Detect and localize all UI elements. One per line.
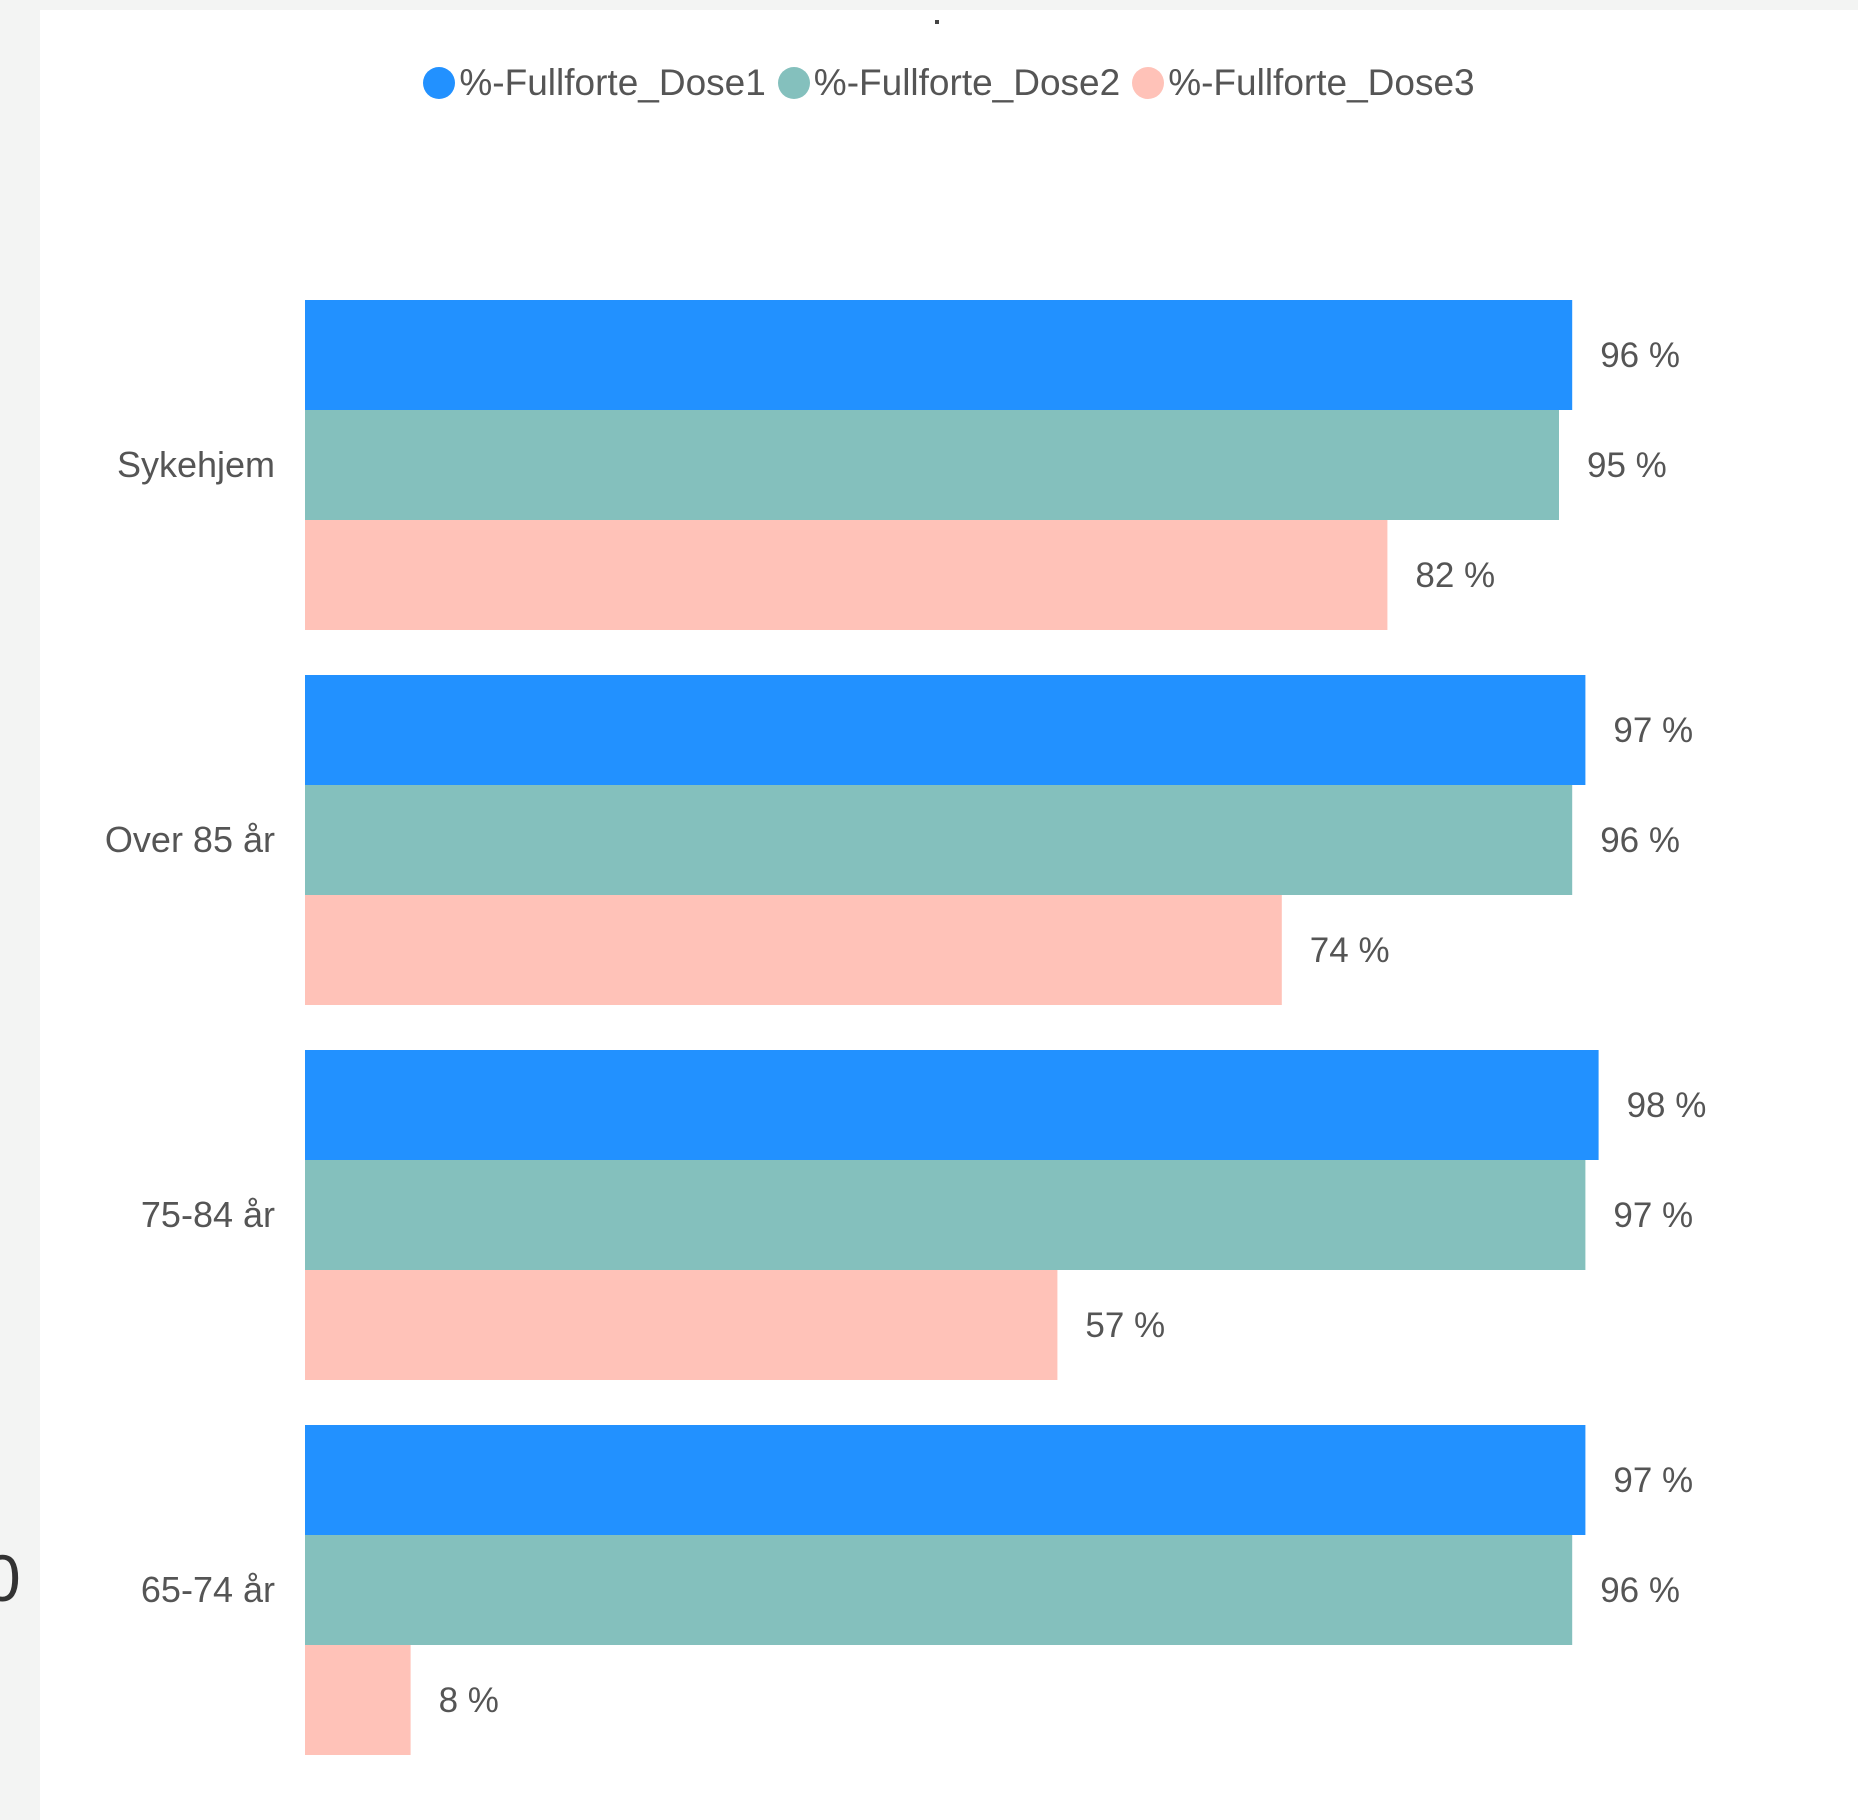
legend-label-dose2: %-Fullforte_Dose2 <box>813 62 1121 103</box>
data-label: 97 % <box>1613 1196 1693 1235</box>
legend-label-dose1: %-Fullforte_Dose1 <box>459 62 766 103</box>
bar[interactable] <box>305 675 1586 785</box>
category-label: Over 85 år <box>105 819 275 860</box>
bar[interactable] <box>305 1050 1599 1160</box>
legend-label-dose3: %-Fullforte_Dose3 <box>1168 62 1475 103</box>
bar[interactable] <box>305 1270 1058 1380</box>
chart-card: %-Fullforte_Dose1 %-Fullforte_Dose2 %-Fu… <box>40 10 1858 1820</box>
legend-dot-dose3-icon <box>1132 67 1165 99</box>
category-label: Sykehjem <box>117 444 275 485</box>
edge-fragment-text: 0 <box>0 1541 21 1615</box>
bar[interactable] <box>305 1645 411 1755</box>
title-fragment-mark <box>935 20 939 24</box>
data-label: 97 % <box>1613 711 1693 750</box>
category-label: 75-84 år <box>141 1194 275 1235</box>
legend: %-Fullforte_Dose1 %-Fullforte_Dose2 %-Fu… <box>40 62 1858 104</box>
legend-dot-dose2-icon <box>777 67 810 99</box>
bar[interactable] <box>305 1160 1586 1270</box>
data-label: 74 % <box>1310 931 1390 970</box>
category-label: 65-74 år <box>141 1569 275 1610</box>
data-label: 82 % <box>1415 556 1495 595</box>
data-label: 98 % <box>1627 1086 1707 1125</box>
legend-item-dose2[interactable]: %-Fullforte_Dose2 <box>777 62 1121 104</box>
data-label: 57 % <box>1085 1306 1165 1345</box>
bar[interactable] <box>305 300 1573 410</box>
bar[interactable] <box>305 410 1559 520</box>
bar[interactable] <box>305 1535 1573 1645</box>
data-label: 95 % <box>1587 446 1667 485</box>
data-label: 8 % <box>439 1681 499 1720</box>
bar[interactable] <box>305 895 1282 1005</box>
legend-item-dose3[interactable]: %-Fullforte_Dose3 <box>1132 62 1475 104</box>
bar[interactable] <box>305 785 1573 895</box>
data-label: 97 % <box>1613 1461 1693 1500</box>
bar[interactable] <box>305 520 1388 630</box>
legend-item-dose1[interactable]: %-Fullforte_Dose1 <box>423 62 766 104</box>
data-label: 96 % <box>1600 1571 1680 1610</box>
legend-dot-dose1-icon <box>423 67 456 99</box>
data-label: 96 % <box>1600 336 1680 375</box>
bar[interactable] <box>305 1425 1586 1535</box>
data-label: 96 % <box>1600 821 1680 860</box>
bar-chart-plot: Sykehjem 96 % 95 % 82 % Over 85 år 97 % 96 % 74… <box>105 300 1707 1755</box>
